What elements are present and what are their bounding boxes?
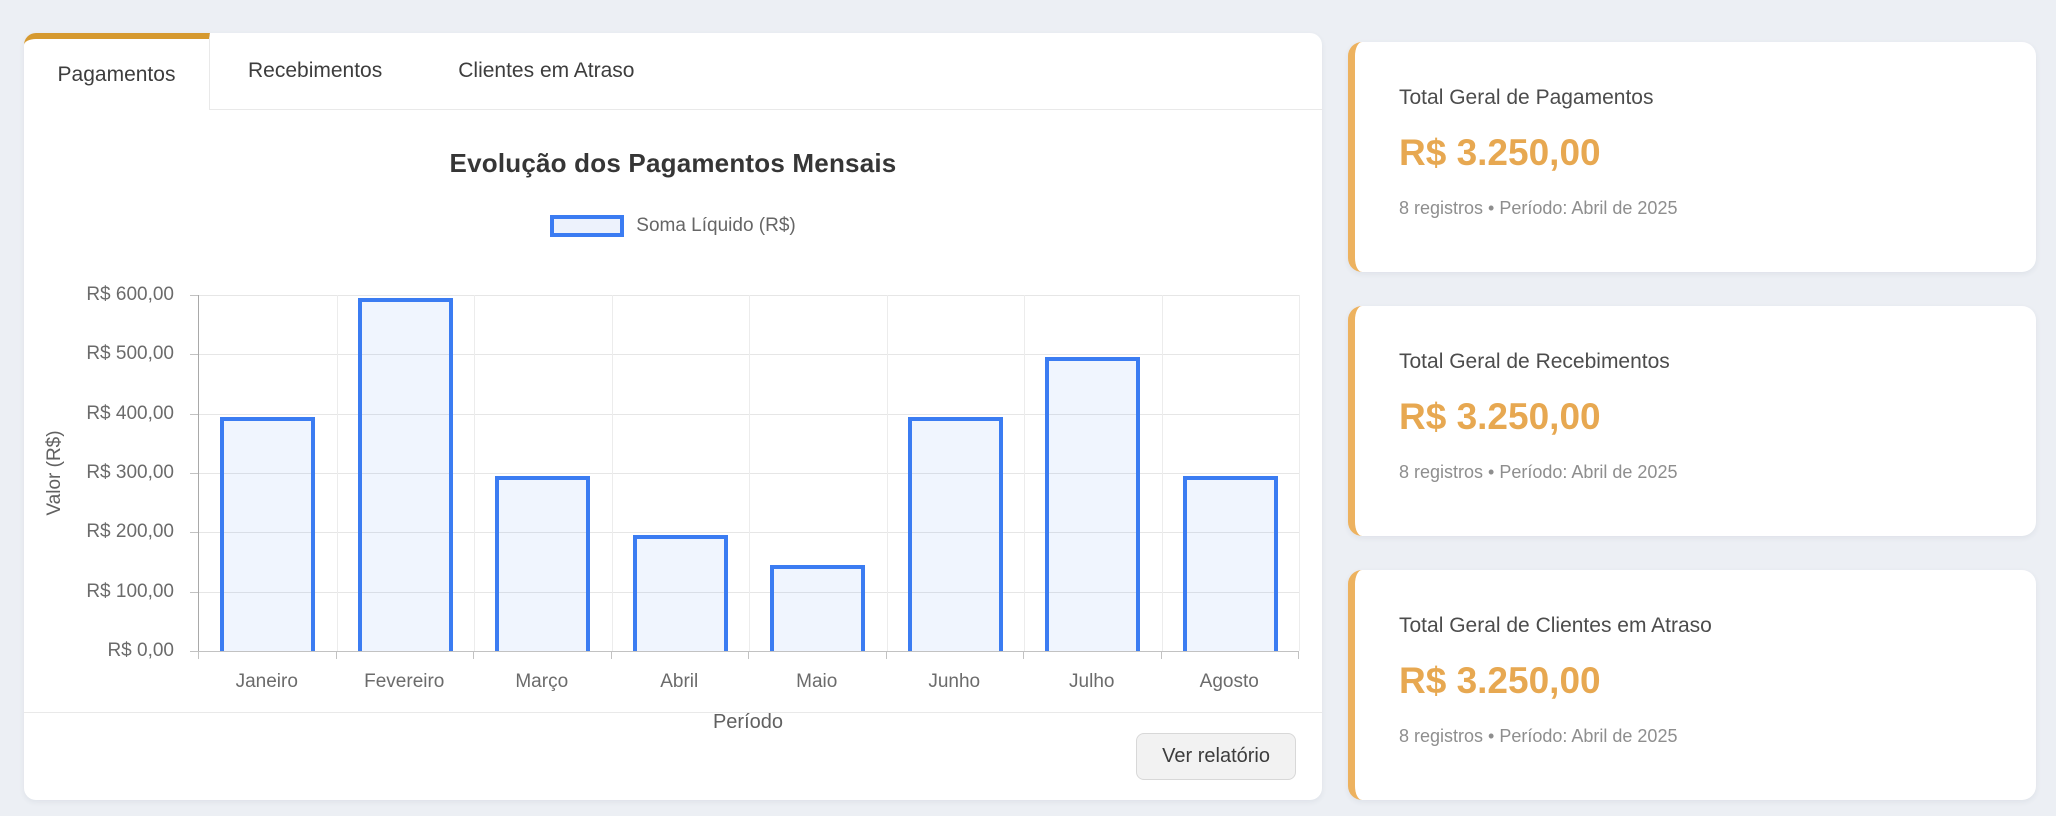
summary-title: Total Geral de Pagamentos [1399,86,1654,109]
bar-junho[interactable] [907,416,1003,651]
x-tick-mark [885,651,887,659]
bar-agosto[interactable] [1182,475,1278,651]
gridline [749,295,750,651]
y-tick-label: R$ 300,00 [86,462,174,483]
gridline [1024,295,1025,651]
y-tick-mark [190,591,198,593]
x-tick-mark [1298,651,1299,659]
x-tick-mark [335,651,337,659]
x-tick-label: Maio [796,671,838,692]
x-tick-label: Março [515,671,569,692]
legend-label: Soma Líquido (R$) [636,215,796,236]
summary-card-pagamentos: Total Geral de Pagamentos R$ 3.250,00 8 … [1348,42,2036,272]
x-tick-label: Janeiro [235,671,298,692]
bar-fevereiro[interactable] [357,297,453,651]
y-tick-mark [190,651,198,652]
gridline [336,295,338,651]
bar-janeiro[interactable] [220,416,316,651]
x-tick-label: Julho [1069,671,1115,692]
chart-legend[interactable]: Soma Líquido (R$) [24,215,1322,237]
x-tick-mark [610,651,612,659]
x-tick-mark [198,651,199,659]
bar-março[interactable] [495,475,591,651]
x-tick-label: Junho [928,671,981,692]
y-tick-label: R$ 100,00 [86,580,174,602]
y-tick-label: R$ 400,00 [86,402,174,424]
summary-amount: R$ 3.250,00 [1399,132,1601,173]
x-tick-mark [1023,651,1024,659]
legend-swatch-icon [550,215,625,237]
y-tick-mark [190,473,198,474]
summary-card-recebimentos: Total Geral de Recebimentos R$ 3.250,00 … [1348,306,2036,536]
tab-label: Recebimentos [248,59,383,82]
chart: Evolução dos Pagamentos Mensais Soma Líq… [24,148,1322,751]
summary-meta: 8 registros • Período: Abril de 2025 [1399,462,1678,482]
chart-title: Evolução dos Pagamentos Mensais [449,148,897,178]
y-tick-mark [190,295,198,296]
y-tick-label: R$ 500,00 [86,343,174,365]
gridline [1161,295,1163,651]
tab-label: Clientes em Atraso [458,59,635,82]
tab-recebimentos[interactable]: Recebimentos [210,33,420,109]
chart-card-footer: Ver relatório [24,712,1322,800]
gridline [1299,295,1300,651]
chart-card: Pagamentos Recebimentos Clientes em Atra… [24,33,1322,800]
x-tick-label: Abril [660,671,699,692]
y-tick-mark [190,532,198,534]
summary-meta: 8 registros • Período: Abril de 2025 [1399,726,1678,746]
summary-card-clientes-em-atraso: Total Geral de Clientes em Atraso R$ 3.2… [1348,570,2036,800]
summary-meta: 8 registros • Período: Abril de 2025 [1399,198,1678,218]
tab-clientes-em-atraso[interactable]: Clientes em Atraso [420,33,672,109]
y-tick-label: R$ 200,00 [86,521,174,543]
summary-title: Total Geral de Clientes em Atraso [1399,614,1712,637]
tab-label: Pagamentos [57,62,176,86]
plot-area[interactable] [198,295,1300,652]
x-tick-label: Agosto [1199,671,1259,692]
tab-pagamentos[interactable]: Pagamentos [24,33,210,110]
y-tick-label: R$ 600,00 [86,284,174,305]
x-axis-title: Período [712,711,784,733]
y-tick-label: R$ 0,00 [107,640,174,661]
x-tick-mark [748,651,749,659]
gridline [611,295,613,651]
view-report-button[interactable]: Ver relatório [1136,733,1296,780]
y-tick-mark [190,354,198,356]
x-tick-mark [473,651,474,659]
gridline [474,295,475,651]
summary-amount: R$ 3.250,00 [1399,396,1601,437]
bar-abril[interactable] [632,535,728,651]
bar-maio[interactable] [770,564,866,651]
y-tick-mark [190,413,198,415]
summary-title: Total Geral de Recebimentos [1399,350,1670,373]
bar-julho[interactable] [1045,357,1141,651]
gridline [886,295,888,651]
x-tick-mark [1160,651,1162,659]
tab-bar: Pagamentos Recebimentos Clientes em Atra… [24,33,1322,110]
summary-amount: R$ 3.250,00 [1399,660,1601,701]
x-tick-label: Fevereiro [364,671,445,692]
summary-column: Total Geral de Pagamentos R$ 3.250,00 8 … [1348,42,2036,800]
